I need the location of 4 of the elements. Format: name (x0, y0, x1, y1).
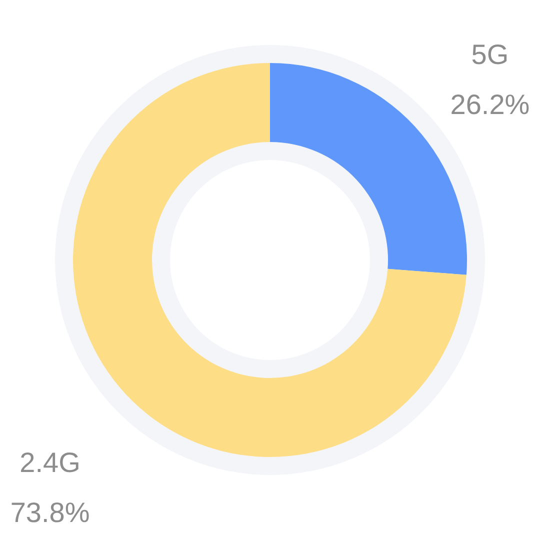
data-label: 26.2% (450, 89, 530, 120)
data-label: 73.8% (10, 496, 90, 528)
slice-label: 5G (471, 39, 509, 70)
slice-label: 2.4G (20, 446, 80, 478)
